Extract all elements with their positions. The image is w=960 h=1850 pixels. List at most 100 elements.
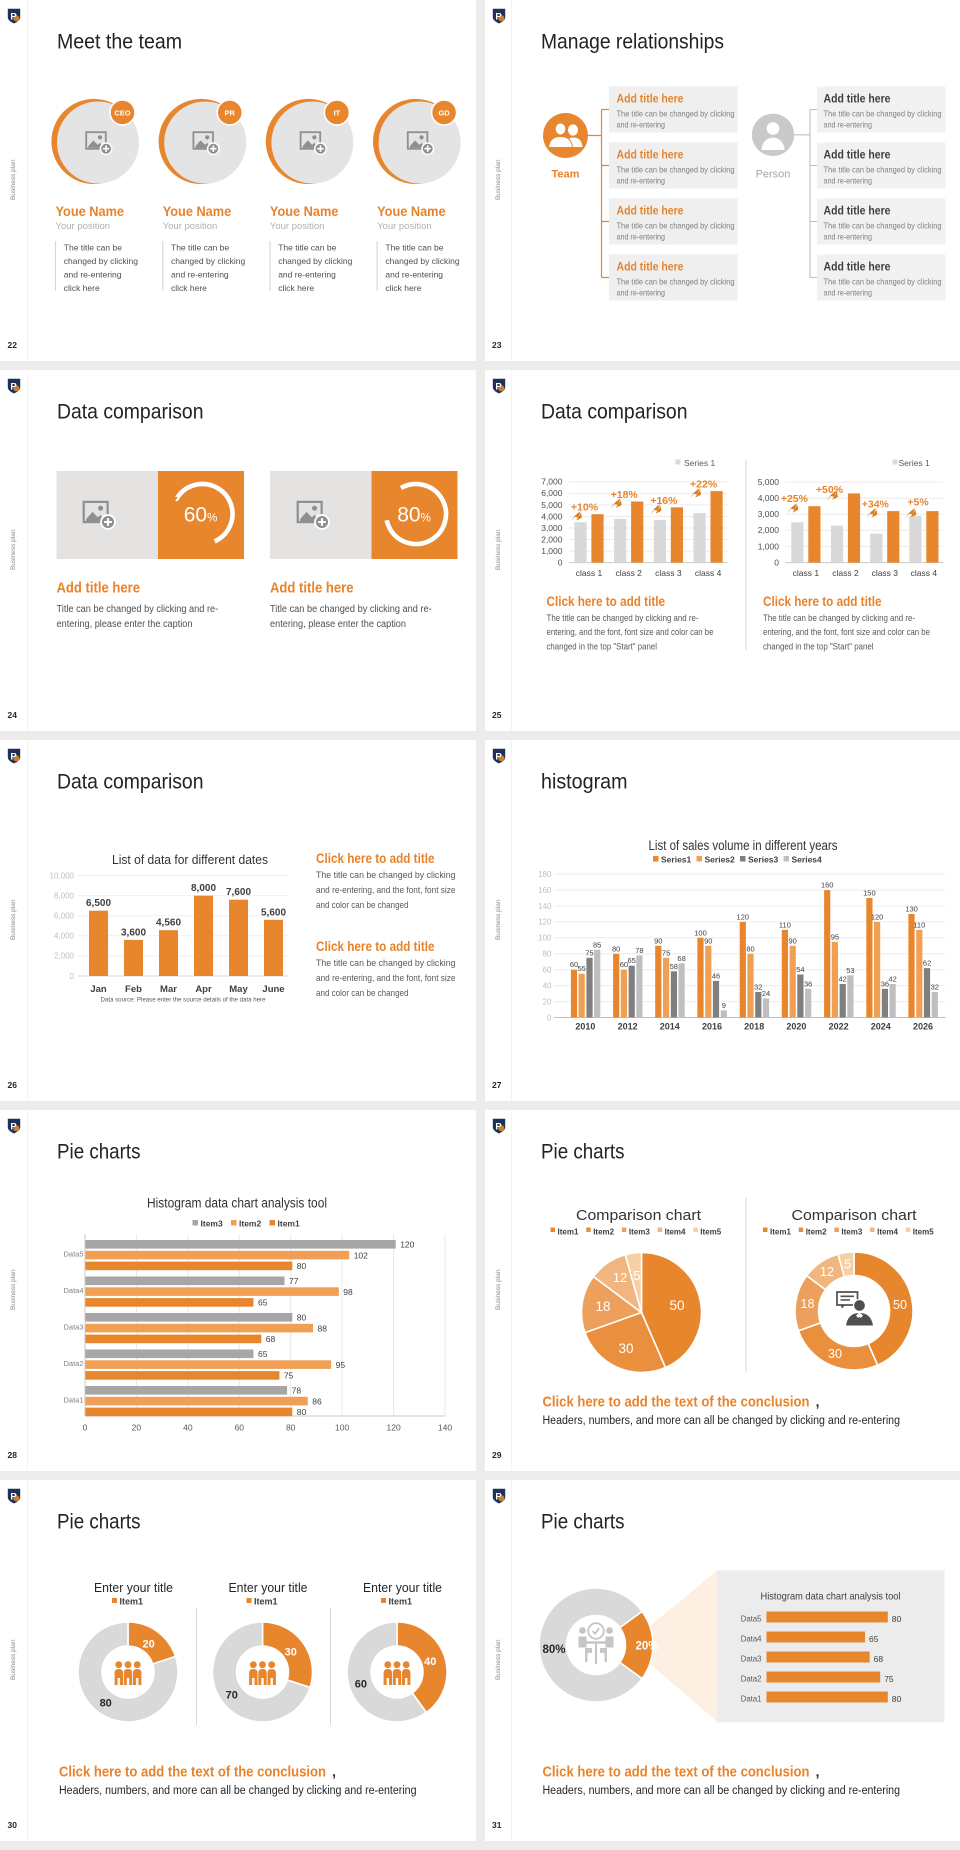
svg-text:List of sales volume in differ: List of sales volume in different years: [648, 838, 837, 853]
svg-text:Item1: Item1: [770, 1228, 791, 1237]
svg-text:click here: click here: [64, 283, 100, 293]
svg-text:65: 65: [869, 1634, 879, 1644]
svg-text:Series3: Series3: [748, 855, 779, 865]
svg-text:Item2: Item2: [239, 1219, 261, 1229]
svg-text:Your position: Your position: [377, 221, 432, 232]
svg-text:P: P: [495, 1492, 502, 1503]
svg-text:Click here to add title: Click here to add title: [316, 851, 435, 866]
svg-text:Add title here: Add title here: [823, 262, 890, 274]
svg-text:120: 120: [538, 918, 552, 927]
svg-text:0: 0: [70, 972, 75, 981]
svg-text:100: 100: [335, 1423, 349, 1433]
svg-text:P: P: [10, 12, 17, 23]
svg-text:Enter your title: Enter your title: [363, 1581, 442, 1595]
svg-text:Add title here: Add title here: [616, 262, 683, 274]
svg-text:Series 1: Series 1: [684, 458, 715, 468]
svg-text:Apr: Apr: [195, 984, 212, 995]
svg-text:IT: IT: [334, 109, 341, 118]
svg-text:Item4: Item4: [664, 1228, 685, 1237]
svg-text:Add title here: Add title here: [823, 206, 890, 218]
svg-text:7,000: 7,000: [541, 477, 563, 487]
svg-text:80: 80: [612, 944, 620, 953]
svg-text:80: 80: [100, 1698, 112, 1710]
svg-text:120: 120: [387, 1423, 401, 1433]
svg-text:100: 100: [694, 928, 707, 937]
svg-text:class 1: class 1: [792, 568, 819, 578]
svg-text:Pie charts: Pie charts: [541, 1140, 625, 1164]
svg-text:Add title here: Add title here: [57, 580, 141, 597]
svg-text:68: 68: [677, 954, 685, 963]
svg-text:Item2: Item2: [805, 1228, 826, 1237]
svg-text:24: 24: [761, 989, 769, 998]
svg-text:The title can be changed by cl: The title can be changed by clicking: [316, 870, 456, 881]
svg-text:The title can be: The title can be: [385, 242, 443, 252]
svg-text:GD: GD: [438, 109, 450, 118]
svg-text:20: 20: [142, 1639, 154, 1651]
svg-text:List of data for different dat: List of data for different dates: [112, 852, 268, 867]
svg-text:18: 18: [595, 1299, 610, 1314]
svg-text:The title can be changed by cl: The title can be changed by clicking and…: [546, 613, 698, 624]
svg-text:1,000: 1,000: [757, 541, 779, 551]
svg-text:Title can be changed by clicki: Title can be changed by clicking and re-: [270, 604, 432, 615]
svg-text:histogram: histogram: [541, 770, 628, 794]
svg-text:5: 5: [633, 1268, 640, 1283]
svg-text:2,000: 2,000: [54, 952, 75, 961]
svg-text:Pie charts: Pie charts: [57, 1510, 141, 1534]
svg-text:2020: 2020: [786, 1022, 806, 1032]
svg-text:changed in the top "Start" pan: changed in the top "Start" panel: [763, 641, 874, 652]
svg-text:P: P: [495, 382, 502, 393]
svg-text:Data comparison: Data comparison: [57, 770, 204, 794]
svg-text:changed by clicking: changed by clicking: [385, 256, 459, 266]
svg-text:102: 102: [354, 1250, 368, 1260]
svg-text:Series 1: Series 1: [898, 458, 929, 468]
svg-text:2,000: 2,000: [541, 534, 563, 544]
svg-text:Team: Team: [551, 169, 579, 181]
svg-text:75: 75: [585, 948, 593, 957]
svg-text:Jan: Jan: [90, 984, 107, 995]
svg-text:Enter your title: Enter your title: [94, 1581, 173, 1595]
svg-text:Meet the team: Meet the team: [57, 30, 182, 54]
svg-text:+50%: +50%: [815, 484, 843, 496]
svg-text:75: 75: [284, 1371, 294, 1381]
svg-text:78: 78: [292, 1386, 302, 1396]
svg-text:Series1: Series1: [661, 855, 692, 865]
svg-text:Headers, numbers, and more can: Headers, numbers, and more can all be ch…: [542, 1785, 900, 1797]
svg-text:Click here to add title: Click here to add title: [546, 594, 665, 609]
svg-text:and re-entering: and re-entering: [823, 176, 872, 186]
svg-text:4,000: 4,000: [54, 932, 75, 941]
svg-text:Series2: Series2: [704, 855, 735, 865]
svg-text:2,000: 2,000: [757, 525, 779, 535]
svg-text:130: 130: [905, 905, 918, 914]
svg-text:Add title here: Add title here: [616, 206, 683, 218]
svg-text:160: 160: [538, 886, 552, 895]
svg-text:The title can be changed by cl: The title can be changed by clicking: [823, 109, 941, 119]
svg-text:Add title here: Add title here: [823, 94, 890, 106]
svg-text:6,000: 6,000: [541, 488, 563, 498]
svg-text:32: 32: [930, 983, 938, 992]
svg-text:P: P: [10, 382, 17, 393]
svg-text:62: 62: [922, 959, 930, 968]
svg-text:Youe Name: Youe Name: [56, 203, 125, 219]
svg-text:The title can be changed by cl: The title can be changed by clicking: [616, 277, 734, 287]
svg-text:The title can be changed by cl: The title can be changed by clicking and…: [763, 613, 915, 624]
svg-text:12: 12: [820, 1265, 834, 1279]
svg-text:P: P: [495, 1122, 502, 1133]
svg-text:Youe Name: Youe Name: [163, 203, 232, 219]
svg-text:Histogram data chart analysis: Histogram data chart analysis tool: [147, 1196, 327, 1211]
svg-text:30: 30: [618, 1341, 633, 1356]
svg-text:Data2: Data2: [740, 1674, 761, 1683]
svg-text:class 1: class 1: [575, 568, 602, 578]
svg-text:53: 53: [846, 966, 854, 975]
svg-text:class 3: class 3: [655, 568, 682, 578]
svg-text:8,000: 8,000: [54, 891, 75, 900]
svg-text:20%: 20%: [635, 1641, 658, 1653]
svg-text:and re-entering: and re-entering: [616, 176, 665, 186]
svg-text:and re-entering: and re-entering: [616, 120, 665, 130]
svg-text:Data4: Data4: [63, 1286, 83, 1295]
svg-text:6,000: 6,000: [54, 912, 75, 921]
svg-text:P: P: [10, 1122, 17, 1133]
svg-text:80: 80: [286, 1423, 296, 1433]
svg-text:changed in the top "Start" pan: changed in the top "Start" panel: [546, 641, 657, 652]
svg-text:Add title here: Add title here: [616, 150, 683, 162]
svg-text:42: 42: [838, 975, 846, 984]
